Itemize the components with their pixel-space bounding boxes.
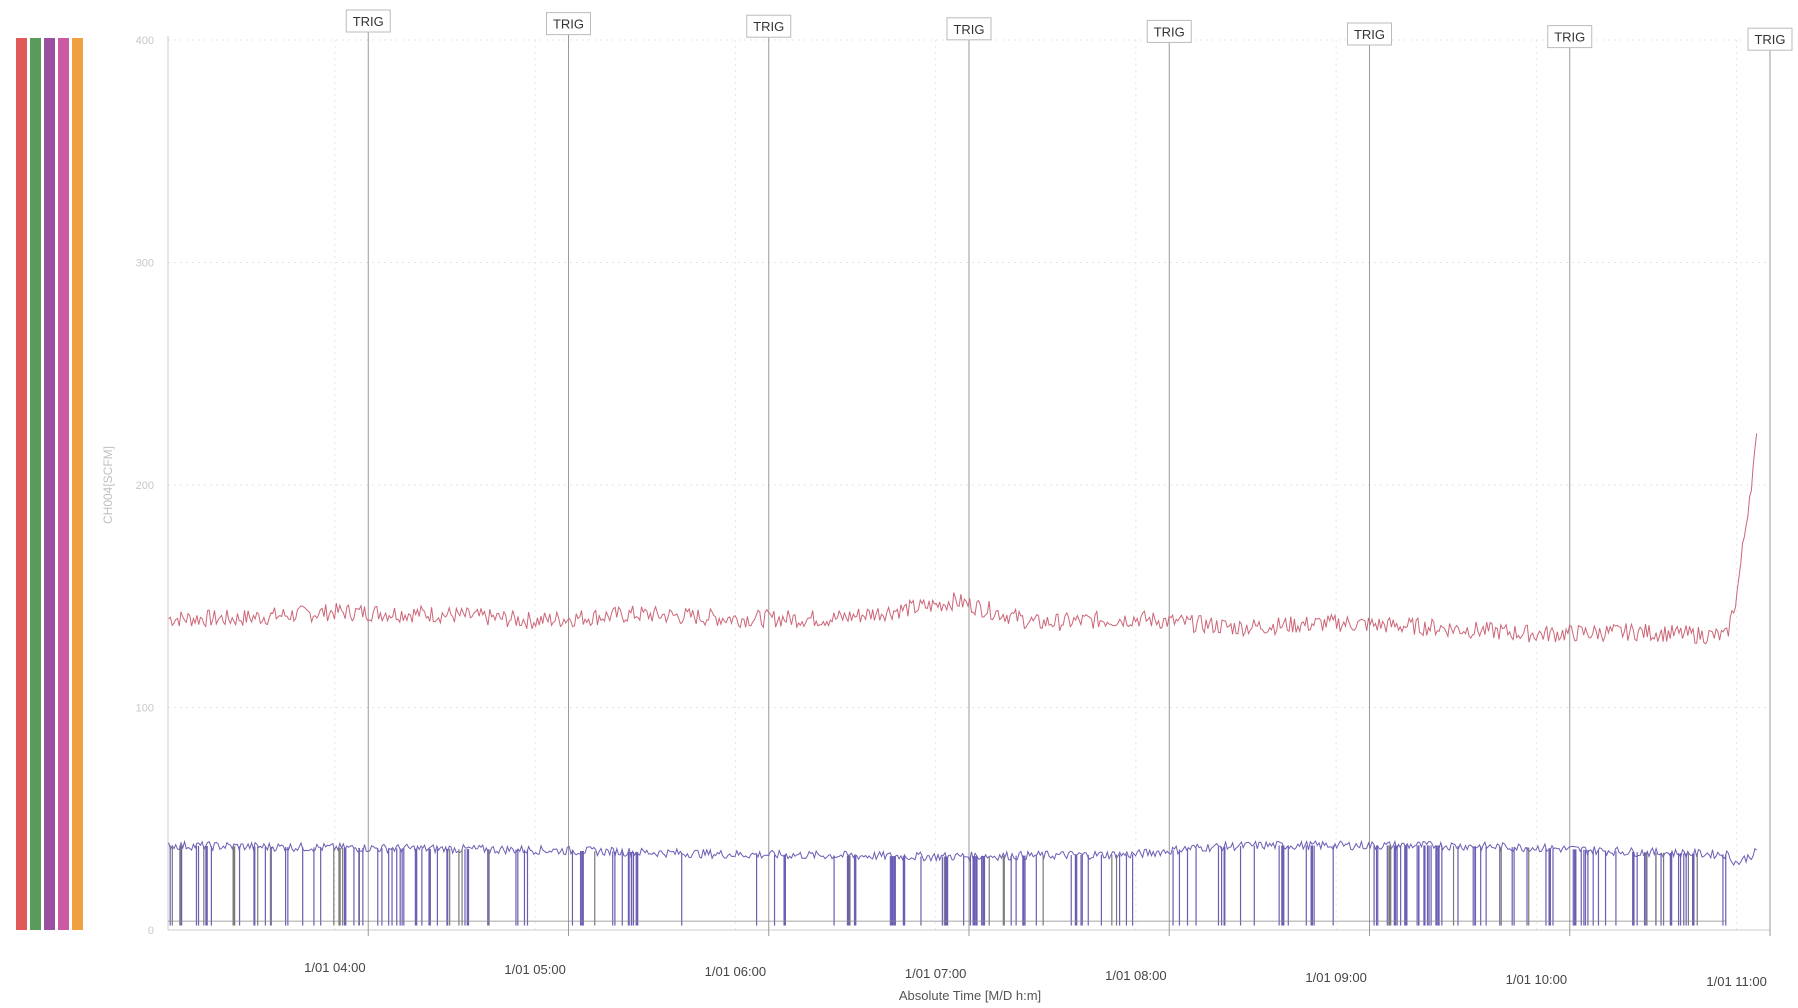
trigger-label: TRIG <box>953 22 984 37</box>
series-layer <box>168 433 1758 926</box>
trigger-box <box>946 17 992 41</box>
legend-strip <box>58 38 69 930</box>
y-tick-label: 0 <box>148 925 154 937</box>
trigger-box <box>345 9 391 33</box>
trigger-label: TRIG <box>1154 24 1185 39</box>
x-tick-labels: 1/01 04:00 1/01 05:00 1/01 06:00 1/01 07:00… <box>304 960 1767 989</box>
x-tick-label: 1/01 09:00 <box>1305 970 1366 985</box>
y-axis-title: CH004[SCFM] <box>101 446 115 524</box>
trigger-label: TRIG <box>753 19 784 34</box>
x-tick-label: 1/01 07:00 <box>905 966 966 981</box>
trigger-box <box>546 12 591 36</box>
x-tick-label: 1/01 05:00 <box>504 962 565 977</box>
trigger-label: TRIG <box>353 14 384 29</box>
trigger-label: TRIG <box>1354 27 1385 42</box>
series-line <box>168 433 1758 645</box>
series-line <box>168 839 1758 867</box>
x-tick-label: 1/01 10:00 <box>1506 972 1567 987</box>
y-tick-labels: 0 100 200 300 400 <box>136 35 154 937</box>
trigger-box <box>1347 22 1392 46</box>
y-tick-label: 300 <box>136 258 154 270</box>
trigger-label: TRIG <box>553 17 584 32</box>
y-tick-label: 200 <box>136 480 154 492</box>
x-axis-title: Absolute Time [M/D h:m] <box>899 988 1041 1003</box>
trigger-label: TRIG <box>1754 32 1785 47</box>
x-tick-label: 1/01 11:00 <box>1706 974 1766 989</box>
legend-strip <box>30 38 41 930</box>
trigger-markers: TRIG TRIG TRIG TRIG TRIG TRIG TRIG TRIG <box>345 9 1793 936</box>
y-tick-label: 400 <box>136 35 154 47</box>
trigger-box <box>1146 19 1192 43</box>
legend-strips <box>16 38 83 930</box>
legend-strip <box>72 38 83 930</box>
x-tick-label: 1/01 06:00 <box>705 964 766 979</box>
x-tick-label: 1/01 04:00 <box>304 960 365 975</box>
legend-strip <box>44 38 55 930</box>
legend-strip <box>16 38 27 930</box>
y-tick-label: 100 <box>136 703 154 715</box>
trigger-box <box>746 14 792 38</box>
trigger-box <box>1747 27 1793 51</box>
trigger-label: TRIG <box>1554 30 1585 45</box>
x-tick-label: 1/01 08:00 <box>1105 968 1166 983</box>
trigger-box <box>1547 25 1593 49</box>
grid <box>168 39 1770 931</box>
